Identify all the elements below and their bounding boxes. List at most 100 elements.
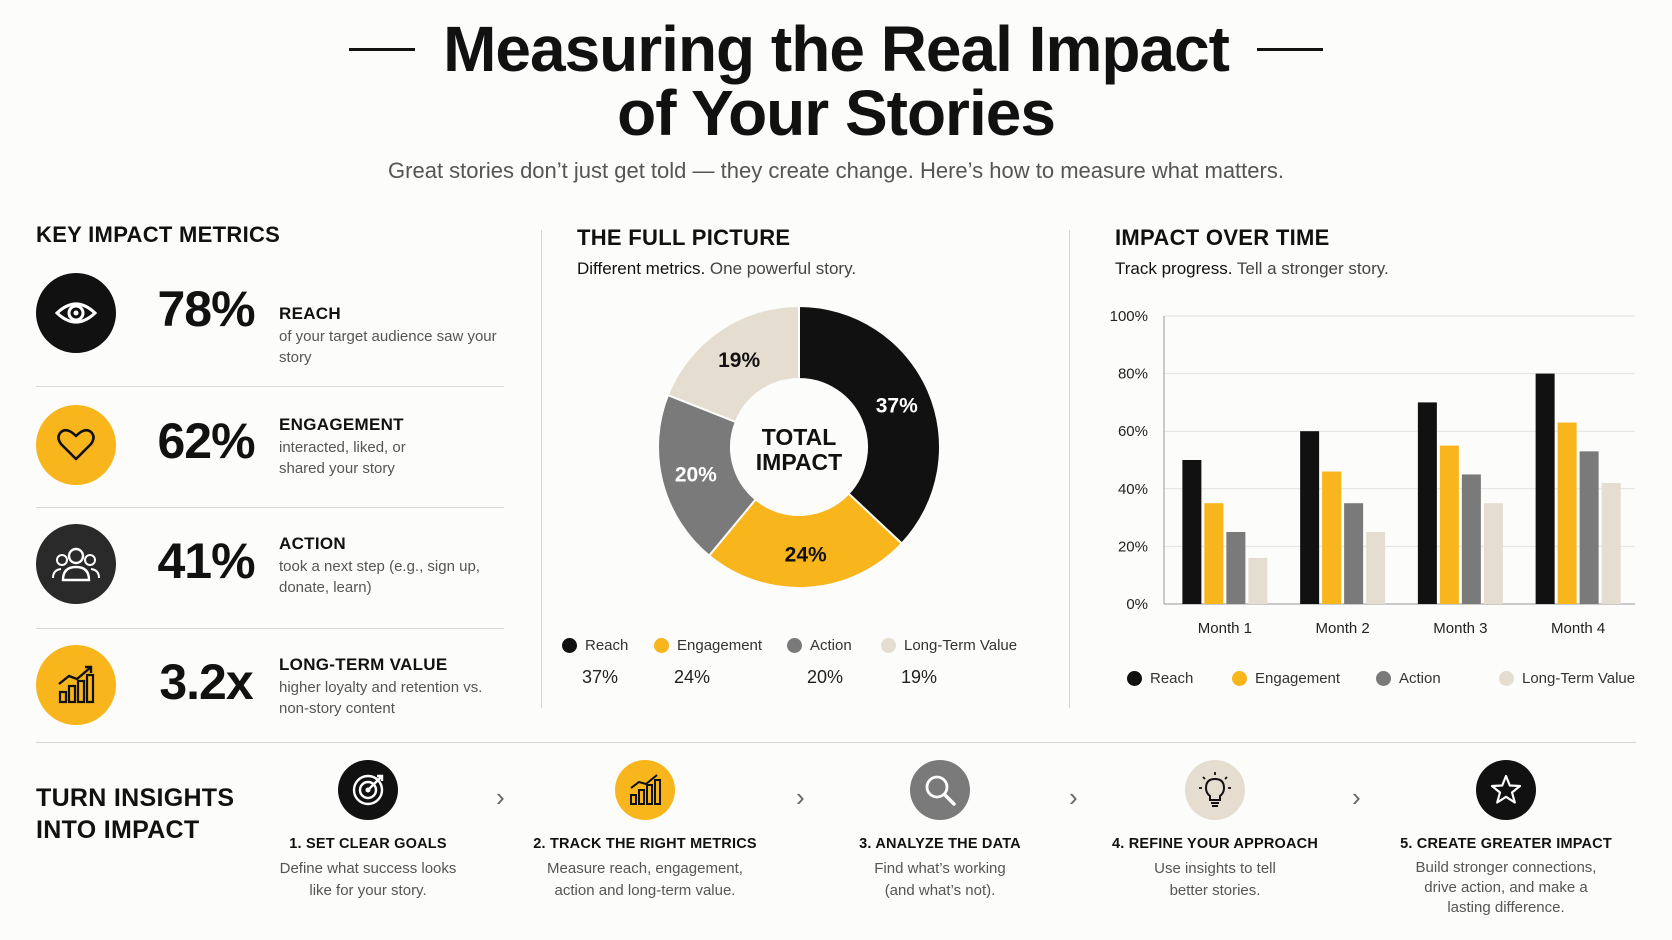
donut-slice-action <box>657 393 758 558</box>
kpi-description: took a next step (e.g., sign up, donate,… <box>279 558 480 596</box>
step-description: Use insights to tell better stories. <box>1154 860 1276 899</box>
legend-swatch <box>654 638 669 653</box>
legend-swatch <box>787 638 802 653</box>
kpi-description: of your target audience saw your story <box>279 328 497 366</box>
y-tick-label: 20% <box>1118 538 1148 555</box>
legend-swatch <box>1127 671 1142 686</box>
donut-slice-engagement <box>707 492 904 589</box>
bar-action <box>1579 451 1599 604</box>
bar-engagement <box>1439 445 1459 604</box>
page-subtitle: Great stories don’t just get told — they… <box>388 158 1284 183</box>
donut-slice-label: 37% <box>876 395 918 418</box>
subheading-strong: Different metrics. <box>577 259 706 278</box>
kpi-description: higher loyalty and retention vs. non-sto… <box>279 679 483 717</box>
legend-value: 19% <box>901 667 938 687</box>
x-tick-label: Month 2 <box>1316 620 1370 637</box>
y-tick-label: 80% <box>1118 366 1148 383</box>
subheading-strong: Track progress. <box>1115 259 1233 278</box>
bar-action <box>1461 474 1481 604</box>
step-description: Find what’s working (and what’s not). <box>874 860 1006 899</box>
impact-over-time-panel: IMPACT OVER TIME Track progress. Tell a … <box>1115 225 1655 279</box>
heart-icon <box>36 405 116 485</box>
key-metrics-heading: KEY IMPACT METRICS <box>36 222 281 247</box>
legend-swatch <box>881 638 896 653</box>
step-title: 4. REFINE YOUR APPROACH <box>1111 836 1319 852</box>
legend-label: Reach <box>1150 670 1194 687</box>
legend-value: 20% <box>807 667 844 687</box>
legend-value: 37% <box>582 667 619 687</box>
step-track-metrics: 2. TRACK THE RIGHT METRICS Measure reach… <box>520 760 770 902</box>
donut-slice-label: 19% <box>718 349 760 372</box>
step-description: Define what success looks like for your … <box>279 860 457 899</box>
bar-long-term-value <box>1483 503 1503 604</box>
legend-item: Reach <box>1127 670 1193 687</box>
title-rule-left <box>349 47 416 51</box>
chevron-right-icon: › <box>1352 782 1361 812</box>
legend-label: Long-Term Value <box>1522 670 1636 687</box>
kpi-label: ENGAGEMENT <box>279 415 404 434</box>
legend-label: Engagement <box>1255 670 1341 687</box>
bar-reach <box>1300 431 1320 604</box>
subheading-rest: One powerful story. <box>709 259 857 278</box>
steps-heading: TURN INSIGHTS INTO IMPACT <box>36 782 234 846</box>
step-set-clear-goals: 1. SET CLEAR GOALS Define what success l… <box>243 760 493 902</box>
step-description: Build stronger connections, drive action… <box>1415 859 1597 916</box>
legend-item: Reach <box>562 637 628 654</box>
kpi-engagement: 62% ENGAGEMENT interacted, liked, or sha… <box>36 387 504 508</box>
legend-label: Reach <box>585 637 629 654</box>
kpi-action: 41% ACTION took a next step (e.g., sign … <box>36 508 504 629</box>
eye-icon <box>36 273 116 353</box>
donut-center-line-2: IMPACT <box>756 449 842 475</box>
legend-label: Action <box>1399 670 1441 687</box>
x-tick-label: Month 1 <box>1198 620 1252 637</box>
step-title: 3. ANALYZE THE DATA <box>859 836 1021 852</box>
bar-engagement <box>1322 471 1342 604</box>
bar-long-term-value <box>1366 532 1386 604</box>
kpi-value: 3.2x <box>159 654 253 710</box>
donut-slice-long-term-value <box>666 304 800 424</box>
growth-chart-icon <box>36 645 116 725</box>
steps-heading-line-1: TURN INSIGHTS <box>36 784 235 812</box>
bar-chart: 0% 20% 40% 60% 80% 100% Month 1 Month 2 Month 3… <box>1110 308 1635 637</box>
impact-over-time-heading: IMPACT OVER TIME <box>1115 225 1330 250</box>
bar-long-term-value <box>1601 483 1621 604</box>
kpi-label: REACH <box>279 304 341 323</box>
step-title: 1. SET CLEAR GOALS <box>289 836 447 852</box>
step-title: 5. CREATE GREATER IMPACT <box>1400 836 1612 852</box>
subheading-rest: Tell a stronger story. <box>1236 259 1389 278</box>
target-icon <box>338 760 398 820</box>
bar-engagement <box>1557 422 1577 604</box>
magnifier-icon <box>910 760 970 820</box>
kpi-description: interacted, liked, or shared your story <box>279 439 406 477</box>
chevron-right-icon: › <box>496 782 505 812</box>
step-analyze-data: 3. ANALYZE THE DATA Find what’s working … <box>815 760 1065 902</box>
bar-long-term-value <box>1248 557 1268 604</box>
legend-label: Engagement <box>677 637 763 654</box>
legend-item: Action <box>787 637 852 654</box>
donut-slice-reach <box>798 304 941 545</box>
bar-action <box>1226 532 1246 604</box>
legend-item: Engagement <box>654 637 762 654</box>
legend-item: Long-Term Value <box>1499 670 1635 687</box>
full-picture-heading: THE FULL PICTURE <box>577 225 791 250</box>
bar-action <box>1344 503 1364 604</box>
page-title-line-2: of Your Stories <box>617 77 1056 149</box>
kpi-reach: 78% REACH of your target audience saw yo… <box>36 266 504 387</box>
step-create-impact: 5. CREATE GREATER IMPACT Build stronger … <box>1381 760 1631 918</box>
step-description: Measure reach, engagement, action and lo… <box>547 860 743 899</box>
step-title: 2. TRACK THE RIGHT METRICS <box>533 836 757 852</box>
legend-swatch <box>1232 671 1247 686</box>
impact-over-time-subheading: Track progress. Tell a stronger story. <box>1115 259 1655 279</box>
full-picture-panel: THE FULL PICTURE Different metrics. One … <box>577 225 1057 279</box>
bar-reach <box>1417 402 1437 604</box>
y-tick-label: 0% <box>1126 596 1148 613</box>
legend-label: Long-Term Value <box>904 637 1018 654</box>
legend-swatch <box>562 638 577 653</box>
star-icon <box>1476 760 1536 820</box>
kpi-value: 78% <box>157 281 255 337</box>
divider <box>1069 230 1070 708</box>
donut-chart: 37% 24% 20% 19% TOTAL IMPACT <box>657 304 941 589</box>
bar-reach <box>1535 373 1555 604</box>
section-divider <box>36 742 1636 743</box>
page-title-line-1: Measuring the Real Impact <box>443 13 1230 85</box>
